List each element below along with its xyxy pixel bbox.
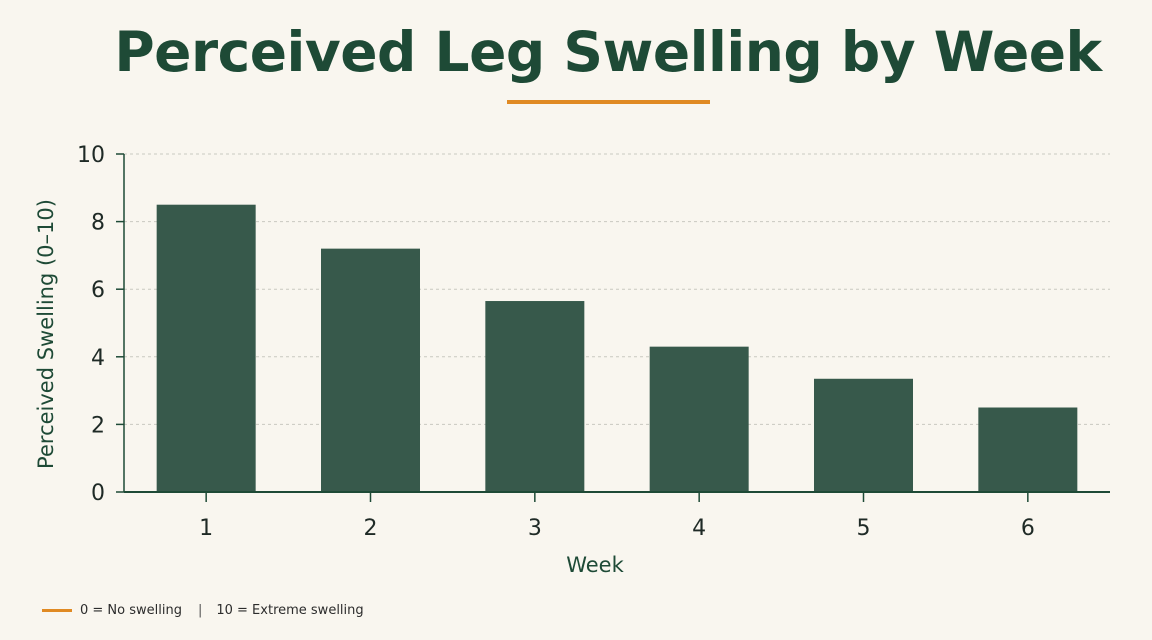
x-tick-label: 1 — [199, 516, 213, 541]
bar-week-3 — [485, 301, 585, 492]
bar-week-5 — [814, 378, 913, 492]
x-tick-label: 3 — [528, 516, 542, 541]
bar-week-2 — [321, 248, 420, 492]
y-axis-title: Perceived Swelling (0–10) — [34, 199, 58, 469]
y-tick-label: 4 — [91, 346, 105, 371]
y-tick-label: 2 — [91, 413, 105, 438]
x-axis-title: Week — [566, 553, 624, 577]
x-tick-label: 2 — [364, 516, 378, 541]
y-tick-label: 8 — [91, 211, 105, 236]
y-tick-label: 0 — [91, 481, 105, 506]
scale-high-label: 10 = Extreme swelling — [216, 602, 364, 618]
bars — [156, 204, 1078, 492]
y-tick-label: 6 — [91, 278, 105, 303]
x-tick-label: 4 — [692, 516, 706, 541]
bar-week-4 — [649, 346, 749, 492]
chart-title: Perceived Leg Swelling by Week — [114, 20, 1102, 84]
title-underline — [507, 100, 710, 104]
bar-week-6 — [978, 407, 1078, 492]
axes — [116, 153, 1110, 502]
x-tick-label: 5 — [857, 516, 871, 541]
scale-note-swatch — [42, 608, 72, 612]
scale-low-label: 0 = No swelling — [80, 602, 182, 618]
scale-note: 0 = No swelling | 10 = Extreme swelling — [42, 600, 364, 620]
gridlines — [124, 153, 1110, 425]
bar-week-1 — [156, 204, 256, 492]
y-tick-label: 10 — [77, 143, 105, 168]
scale-separator: | — [197, 602, 203, 618]
x-tick-label: 6 — [1021, 516, 1035, 541]
